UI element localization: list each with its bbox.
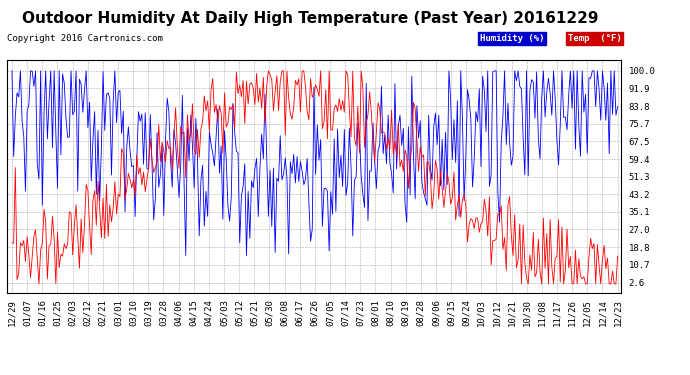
Text: Humidity (%): Humidity (%) bbox=[480, 34, 544, 43]
Text: Copyright 2016 Cartronics.com: Copyright 2016 Cartronics.com bbox=[7, 34, 163, 43]
Text: Outdoor Humidity At Daily High Temperature (Past Year) 20161229: Outdoor Humidity At Daily High Temperatu… bbox=[22, 11, 599, 26]
Text: Temp  (°F): Temp (°F) bbox=[568, 34, 622, 43]
